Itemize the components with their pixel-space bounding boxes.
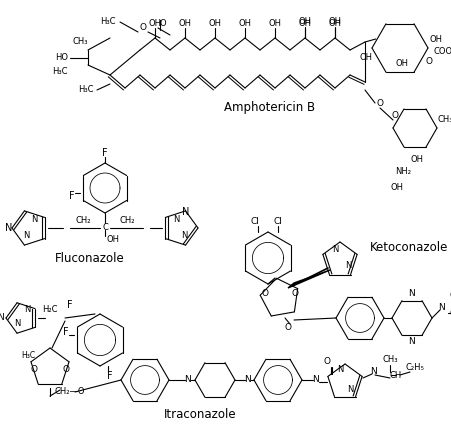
Text: H₃C: H₃C [78,86,94,95]
Text: OH: OH [268,18,281,28]
Text: N: N [408,338,414,347]
Text: O: O [391,111,398,120]
Text: H₃C: H₃C [52,67,68,77]
Text: Itraconazole: Itraconazole [163,409,236,421]
Text: O: O [159,20,166,29]
Text: H₂C: H₂C [42,306,58,314]
Text: N: N [331,245,337,255]
Text: N: N [23,231,29,240]
Text: CH₃: CH₃ [382,355,397,364]
Text: OH: OH [429,34,442,44]
Text: O: O [30,366,37,375]
Text: N: N [437,303,444,313]
Text: Fluconazole: Fluconazole [55,252,124,264]
Text: CH₂—O: CH₂—O [55,388,85,396]
Text: N: N [184,376,191,384]
Text: Ketoconazole: Ketoconazole [369,241,447,255]
Text: F: F [63,327,69,337]
Text: CH₃: CH₃ [72,37,87,46]
Text: OH: OH [328,17,341,26]
Text: F: F [102,148,108,158]
Text: N: N [244,376,251,384]
Text: OH: OH [298,17,311,26]
Text: N: N [336,366,342,375]
Text: H₃C: H₃C [21,351,35,360]
Text: CH₂: CH₂ [75,216,91,226]
Polygon shape [287,270,329,288]
Text: OH: OH [208,18,221,28]
Text: N: N [5,223,12,233]
Text: OH: OH [106,235,119,244]
Text: Amphotericin B: Amphotericin B [224,102,315,115]
Text: O: O [425,58,432,66]
Text: N: N [346,385,352,395]
Text: N: N [344,260,350,269]
Text: NH₂: NH₂ [394,168,410,177]
Text: CH₃: CH₃ [436,116,451,124]
Text: O: O [291,289,298,297]
Text: N: N [14,318,20,327]
Text: Cl: Cl [273,218,282,227]
Text: N: N [312,376,319,384]
Text: OH: OH [395,59,408,69]
Text: O: O [284,323,291,333]
Text: C₂H₅: C₂H₅ [405,363,423,372]
Text: C: C [102,223,108,232]
Text: COOH: COOH [433,48,451,57]
Text: O: O [448,292,451,301]
Text: Cl: Cl [250,218,259,227]
Text: N: N [180,231,187,240]
Text: N: N [182,207,189,217]
Text: HO: HO [55,54,68,62]
Text: OH: OH [298,18,311,28]
Text: O: O [261,289,268,297]
Text: N: N [408,289,414,298]
Text: O: O [139,22,146,32]
Text: CH₂: CH₂ [119,216,134,226]
Text: N: N [172,215,179,224]
Text: N: N [0,314,4,322]
Text: OH: OH [178,18,191,28]
Text: CH: CH [389,371,401,380]
Text: OH: OH [359,53,372,62]
Text: N: N [24,306,30,314]
Text: OH: OH [390,183,403,193]
Text: O: O [376,99,382,107]
Text: OH: OH [148,18,161,28]
Text: F: F [67,300,73,310]
Text: N: N [31,215,37,224]
Text: O: O [323,358,330,367]
Text: N: N [370,368,377,376]
Text: F: F [107,371,113,381]
Text: OH: OH [410,156,423,165]
Text: F: F [69,191,75,201]
Text: H₃C: H₃C [100,17,115,26]
Text: C: C [448,309,451,318]
Text: OH: OH [238,18,251,28]
Text: O: O [62,366,69,375]
Text: OH: OH [328,18,341,28]
